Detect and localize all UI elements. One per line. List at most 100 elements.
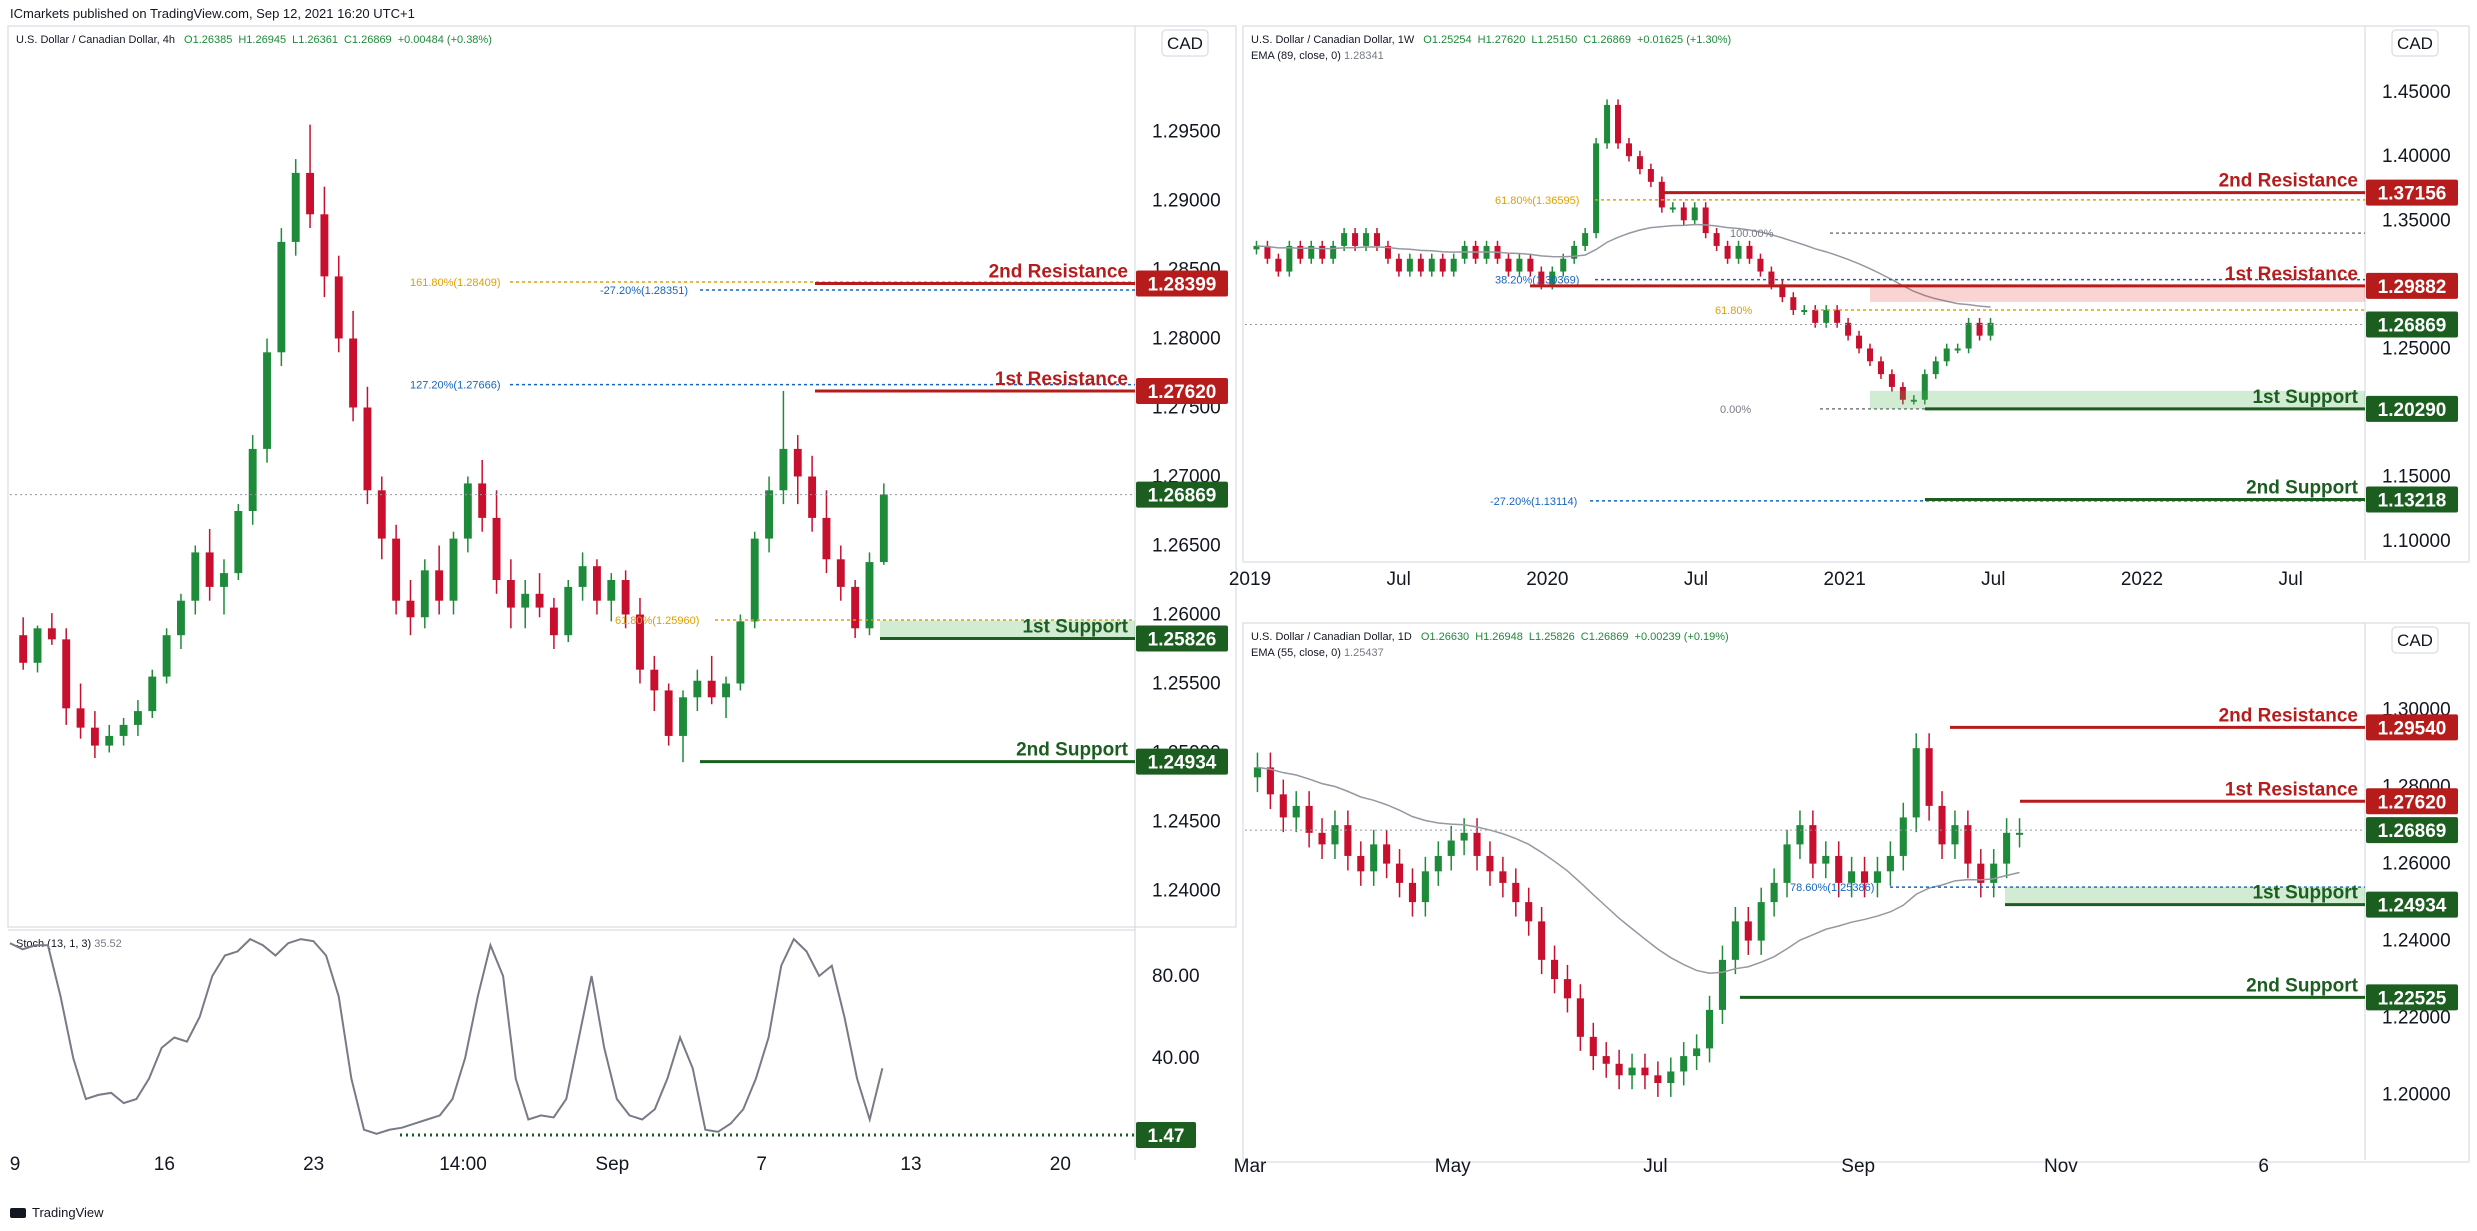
candle-body bbox=[62, 639, 71, 709]
candle-body bbox=[1938, 805, 1946, 845]
candle-body bbox=[1886, 855, 1894, 872]
x-tick-label: 2022 bbox=[2121, 569, 2163, 590]
fib-label: 38.20%(1.30369) bbox=[1495, 275, 1579, 287]
stoch-value: 35.52 bbox=[94, 938, 122, 950]
candle-body bbox=[1499, 871, 1507, 883]
candle-body bbox=[578, 566, 587, 587]
candle-body bbox=[1297, 245, 1304, 259]
y-tick-label: 1.25000 bbox=[2382, 338, 2451, 359]
candle-body bbox=[808, 476, 817, 518]
price-tag-value: 1.25826 bbox=[1148, 630, 1217, 651]
legend-ohlc-2: L1.25826 bbox=[1529, 631, 1575, 643]
level-resistance-1: 2nd Resistance 1.28399 bbox=[815, 261, 1228, 297]
candle-body bbox=[1693, 1048, 1701, 1057]
candle-body bbox=[1735, 245, 1742, 259]
x-tick-label: Jul bbox=[1643, 1156, 1667, 1177]
candle-body bbox=[1790, 297, 1797, 311]
level-name: 1st Support bbox=[1022, 617, 1128, 638]
candle-body bbox=[1395, 863, 1404, 883]
stoch-tick: 40.00 bbox=[1152, 1048, 1200, 1069]
candle-body bbox=[105, 735, 114, 746]
candle-body bbox=[1460, 832, 1468, 841]
candle-body bbox=[506, 580, 515, 608]
candle-body bbox=[1318, 832, 1326, 845]
indicator-name: EMA (89, close, 0) bbox=[1251, 50, 1344, 62]
currency-badge-box bbox=[2391, 29, 2439, 57]
candle-body bbox=[822, 517, 831, 560]
price-tag bbox=[1136, 625, 1228, 652]
x-tick-label: 16 bbox=[154, 1154, 175, 1175]
indicator-value: 1.25437 bbox=[1344, 647, 1384, 659]
candle-body bbox=[1549, 271, 1556, 285]
candle-body bbox=[1604, 104, 1611, 144]
candle-body bbox=[478, 483, 487, 518]
candle-body bbox=[1835, 855, 1843, 883]
candle-body bbox=[1525, 902, 1533, 922]
candle-body bbox=[779, 448, 788, 491]
candle-body bbox=[1801, 310, 1808, 313]
fib-label: 100.00% bbox=[1730, 228, 1774, 240]
candle-body bbox=[1266, 767, 1274, 795]
level-name: 2nd Resistance bbox=[989, 261, 1128, 282]
candle-body bbox=[1990, 863, 1998, 883]
price-tag-value: 1.28399 bbox=[1148, 274, 1217, 295]
candle-body bbox=[1428, 258, 1435, 272]
fib-label: -27.20%(1.28351) bbox=[600, 285, 688, 297]
candle-body bbox=[1615, 1063, 1623, 1076]
candle-body bbox=[1866, 348, 1874, 362]
panel-frame bbox=[1242, 622, 2470, 1163]
y-tick-label: 1.35000 bbox=[2382, 210, 2451, 231]
price-tag bbox=[2366, 714, 2458, 741]
currency-badge: CAD bbox=[2391, 626, 2439, 654]
candle-body bbox=[406, 600, 415, 618]
candle-body bbox=[1344, 825, 1352, 856]
candle-body bbox=[463, 483, 472, 539]
candle-body bbox=[90, 727, 99, 746]
candle-body bbox=[1512, 882, 1520, 903]
legend-ohlc-1: H1.26945 bbox=[238, 34, 286, 46]
candle-body bbox=[1976, 322, 1983, 336]
x-tick-label: Jul bbox=[1981, 569, 2005, 590]
candle-body bbox=[1757, 258, 1764, 272]
candle-body bbox=[736, 621, 745, 684]
candle-body bbox=[1447, 840, 1455, 856]
candle-body bbox=[1809, 825, 1817, 864]
candle-body bbox=[1965, 322, 1972, 349]
candle-body bbox=[177, 600, 185, 636]
candle-body bbox=[851, 586, 860, 629]
candle-body bbox=[1370, 844, 1378, 872]
candle-body bbox=[1473, 832, 1481, 856]
y-tick-label: 1.29500 bbox=[1152, 122, 1221, 143]
last-price-value: 1.26869 bbox=[2378, 316, 2447, 337]
resistance-zone bbox=[1870, 285, 2365, 302]
y-tick-label: 1.24500 bbox=[1152, 812, 1221, 833]
price-tag bbox=[2366, 179, 2458, 206]
legend-ohlc-2: L1.25150 bbox=[1531, 34, 1577, 46]
candle-body bbox=[2003, 832, 2011, 864]
candle-body bbox=[1658, 181, 1665, 208]
level-name: 1st Resistance bbox=[2225, 264, 2358, 285]
candle-body bbox=[521, 593, 530, 608]
fib-label: 161.80%(1.28409) bbox=[410, 277, 501, 289]
candle-body bbox=[650, 669, 659, 691]
legend-ohlc-3: C1.26869 bbox=[1581, 631, 1629, 643]
level-resistance-1: 2nd Resistance 1.37156 bbox=[1660, 171, 2458, 206]
legend-ohlc-1: H1.27620 bbox=[1478, 34, 1526, 46]
candle-body bbox=[1943, 348, 1950, 362]
candle-body bbox=[1395, 258, 1402, 272]
currency-label: CAD bbox=[1167, 34, 1203, 53]
legend-symbol: U.S. Dollar / Canadian Dollar, 1W bbox=[1251, 34, 1417, 46]
candle-body bbox=[119, 724, 128, 736]
y-tick-label: 1.29000 bbox=[1152, 191, 1221, 212]
legend-ohlc-1: H1.26948 bbox=[1475, 631, 1523, 643]
x-tick-label: 20 bbox=[1050, 1154, 1071, 1175]
candle-body bbox=[1647, 169, 1654, 182]
legend-ohlc-3: C1.26869 bbox=[1583, 34, 1631, 46]
candle-body bbox=[377, 490, 386, 539]
candle-body bbox=[1505, 258, 1512, 272]
x-tick-label: 14:00 bbox=[439, 1154, 487, 1175]
candle-body bbox=[1279, 794, 1287, 818]
legend-ohlc-4: +0.00484 (+0.38%) bbox=[398, 34, 492, 46]
chart-4h: U.S. Dollar / Canadian Dollar, 4h O1.263… bbox=[7, 25, 1237, 1175]
